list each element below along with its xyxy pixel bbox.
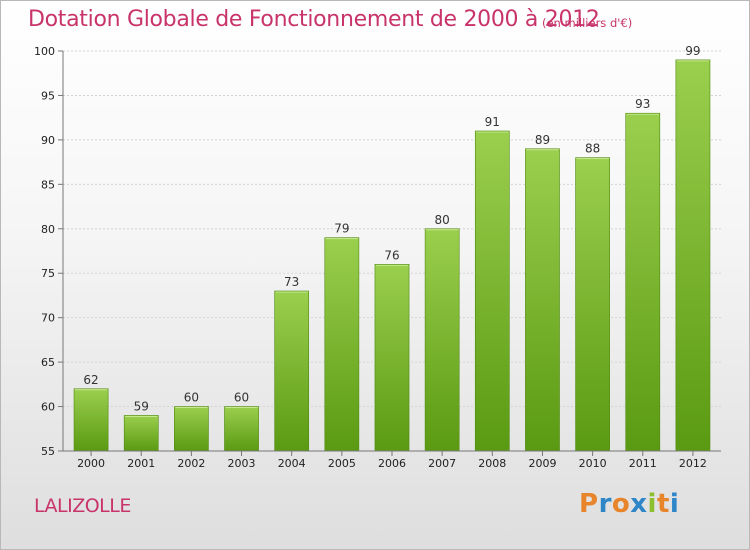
data-label-2000: 62: [83, 373, 98, 387]
bar-2000: [73, 388, 109, 452]
data-label-2008: 91: [485, 115, 500, 129]
chart-subtitle: (en milliers d'€): [542, 16, 633, 30]
bar-2004: [274, 290, 310, 452]
bar-2011: [625, 112, 661, 452]
bar-2005: [324, 237, 360, 452]
data-label-2007: 80: [435, 213, 450, 227]
y-tick-label: 60: [41, 401, 55, 414]
data-label-2004: 73: [284, 275, 299, 289]
bar-2002: [174, 406, 209, 452]
data-label-2003: 60: [234, 391, 249, 405]
x-tick-label-2000: 2000: [77, 457, 105, 470]
data-label-2001: 59: [134, 399, 149, 413]
y-tick-label: 85: [41, 178, 55, 191]
y-tick-label: 100: [34, 45, 55, 58]
data-label-2010: 88: [585, 142, 600, 156]
x-tick-label-2004: 2004: [278, 457, 306, 470]
data-label-2006: 76: [384, 248, 399, 262]
data-label-2012: 99: [685, 44, 700, 58]
bar-2008: [474, 130, 510, 452]
y-tick-label: 55: [41, 445, 55, 458]
y-tick-label: 65: [41, 356, 55, 369]
x-tick-label-2008: 2008: [478, 457, 506, 470]
bar-2001: [123, 415, 159, 452]
bar-2003: [224, 406, 259, 452]
x-tick-label-2009: 2009: [528, 457, 556, 470]
y-tick-label: 90: [41, 134, 55, 147]
x-tick-label-2012: 2012: [679, 457, 707, 470]
bar-2010: [575, 157, 610, 452]
y-tick-label: 70: [41, 312, 55, 325]
y-tick-label: 80: [41, 223, 55, 236]
chart-title: Dotation Globale de Fonctionnement de 20…: [28, 7, 600, 32]
commune-name: LALIZOLLE: [34, 495, 131, 517]
x-tick-label-2007: 2007: [428, 457, 456, 470]
bar-2006: [374, 264, 410, 452]
y-tick-label: 95: [41, 89, 55, 102]
bar-2009: [525, 148, 560, 452]
x-tick-label-2005: 2005: [328, 457, 356, 470]
x-tick-label-2010: 2010: [579, 457, 607, 470]
x-tick-label-2006: 2006: [378, 457, 406, 470]
data-label-2005: 79: [334, 222, 349, 236]
x-tick-label-2001: 2001: [127, 457, 155, 470]
bar-2012: [675, 59, 711, 452]
x-tick-label-2002: 2002: [177, 457, 205, 470]
x-tick-label-2011: 2011: [629, 457, 657, 470]
data-label-2002: 60: [184, 391, 199, 405]
bar-2007: [424, 228, 460, 452]
data-label-2009: 89: [535, 133, 550, 147]
data-label-2011: 93: [635, 97, 650, 111]
x-tick-label-2003: 2003: [228, 457, 256, 470]
y-tick-label: 75: [41, 267, 55, 280]
proxiti-logo[interactable]: Proxiti: [579, 489, 680, 519]
